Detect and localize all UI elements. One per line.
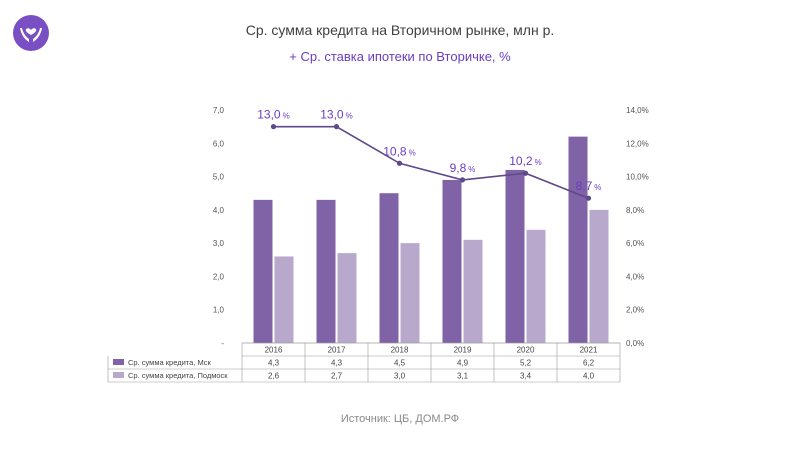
rate-label: 8,7% <box>576 179 602 193</box>
x-tick-label: 2017 <box>328 346 346 355</box>
rate-label: 10,2% <box>509 154 541 168</box>
bar-msk <box>253 199 273 343</box>
chart-subtitle: + Ср. ставка ипотеки по Вторичке, % <box>289 49 511 64</box>
rate-label: 10,8% <box>383 144 415 158</box>
rate-point <box>396 160 403 166</box>
rate-line <box>273 125 589 199</box>
y-tick-label: 1,0 <box>213 306 225 315</box>
source-note: Источник: ЦБ, ДОМ.РФ <box>340 413 460 425</box>
y2-tick-label: 4,0% <box>626 272 644 281</box>
bar-podmosk <box>526 229 546 343</box>
y2-tick-label: 10,0% <box>626 173 649 182</box>
chart-title: Ср. сумма кредита на Вторичном рынке, мл… <box>245 22 555 38</box>
table-cell-podmosk: 3,4 <box>520 372 532 381</box>
x-tick-label: 2021 <box>580 346 598 355</box>
bar-podmosk <box>337 253 357 343</box>
table-cell-podmosk: 2,7 <box>331 372 343 381</box>
legend-key-msk <box>113 359 124 365</box>
rate-label: 13,0% <box>257 108 289 122</box>
table-cell-podmosk: 3,1 <box>457 372 469 381</box>
logo <box>13 15 49 51</box>
legend-label-msk: Ср. сумма кредита, Мск <box>128 358 212 367</box>
rate-point <box>333 124 340 130</box>
y2-tick-label: 12,0% <box>626 139 649 148</box>
y-tick-label: - <box>221 339 224 348</box>
y-tick-label: 3,0 <box>213 239 225 248</box>
rate-point <box>459 177 466 183</box>
y-tick-label: 4,0 <box>213 206 225 215</box>
table-cell-msk: 6,2 <box>583 359 595 368</box>
bar-podmosk <box>463 239 483 343</box>
bar-msk <box>379 193 399 343</box>
legend-key-podmosk <box>113 372 124 378</box>
legend-label-podmosk: Ср. сумма кредита, Подмоск <box>128 371 228 380</box>
y2-tick-label: 6,0% <box>626 239 644 248</box>
y-tick-label: 6,0 <box>213 139 225 148</box>
y-tick-label: 2,0 <box>213 272 225 281</box>
y2-tick-label: 0,0% <box>626 339 644 348</box>
x-tick-label: 2016 <box>265 346 283 355</box>
y2-tick-label: 14,0% <box>626 106 649 115</box>
bar-msk <box>568 136 588 343</box>
x-tick-label: 2019 <box>454 346 472 355</box>
rate-label: 13,0% <box>320 108 352 122</box>
x-tick-label: 2018 <box>391 346 409 355</box>
y-tick-label: 7,0 <box>213 106 225 115</box>
table-cell-podmosk: 4,0 <box>583 372 595 381</box>
table-cell-msk: 4,9 <box>457 359 469 368</box>
bar-msk <box>442 179 462 343</box>
rate-point <box>522 170 529 176</box>
table-cell-msk: 4,3 <box>268 359 280 368</box>
table-cell-msk: 5,2 <box>520 359 532 368</box>
rate-label: 9,8% <box>450 161 476 175</box>
bar-msk <box>316 199 336 343</box>
y-tick-label: 5,0 <box>213 173 225 182</box>
table-cell-podmosk: 2,6 <box>268 372 280 381</box>
rate-point <box>270 124 277 130</box>
x-tick-label: 2020 <box>517 346 535 355</box>
rate-point <box>585 195 592 201</box>
bar-msk <box>505 169 525 343</box>
table-cell-podmosk: 3,0 <box>394 372 406 381</box>
y2-tick-label: 8,0% <box>626 206 644 215</box>
hands-heart-icon <box>20 28 42 42</box>
bar-podmosk <box>400 243 420 343</box>
table-cell-msk: 4,3 <box>331 359 343 368</box>
bar-podmosk <box>274 256 294 343</box>
y2-tick-label: 2,0% <box>626 306 644 315</box>
bar-podmosk <box>589 209 609 343</box>
table-cell-msk: 4,5 <box>394 359 406 368</box>
